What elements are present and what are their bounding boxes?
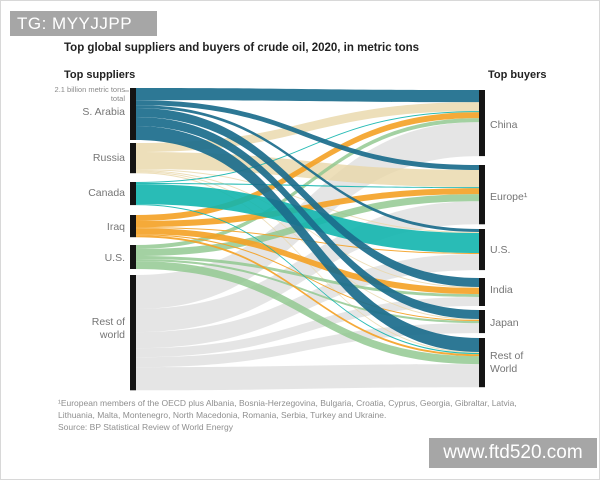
chart-source: Source: BP Statistical Review of World E… — [58, 422, 233, 432]
sankey-flow-canada-to-row_b — [136, 204, 479, 355]
buyer-label-india: India — [490, 284, 513, 296]
sankey-flow-s_arabia-to-china — [136, 88, 479, 103]
sankey-flow-row-to-us_b — [136, 254, 479, 349]
supplier-label-us: U.S. — [104, 252, 125, 264]
watermark-bottom-right: www.ftd520.com — [429, 438, 597, 468]
sankey-flow-iraq-to-europe — [136, 188, 479, 228]
sankey-node-supplier-row — [130, 275, 136, 391]
sankey-flow-us-to-china — [136, 118, 479, 249]
sankey-flow-us-to-india — [136, 256, 479, 297]
buyer-label-us: U.S. — [490, 244, 511, 256]
sankey-flow-russia-to-india — [136, 170, 479, 288]
sankey-node-supplier-canada — [130, 182, 136, 206]
sankey-node-buyer-china — [479, 90, 485, 157]
buyer-label-japan: Japan — [490, 317, 519, 329]
sankey-flow-s_arabia-to-india — [136, 108, 479, 287]
sankey-flow-iraq-to-japan — [136, 234, 479, 321]
sankey-flow-us-to-row_b — [136, 261, 479, 365]
sankey-node-supplier-russia — [130, 143, 136, 174]
sankey-node-buyer-europe — [479, 165, 485, 225]
sankey-flow-us-to-japan — [136, 259, 479, 324]
total-annotation: 2.1 billion metric tons total — [54, 85, 125, 104]
sankey-flow-iraq-to-india — [136, 228, 479, 295]
watermark-top-left: TG: MYYJJPP — [10, 11, 157, 36]
sankey-flow-canada-to-europe — [136, 183, 479, 189]
sankey-flow-iraq-to-row_b — [136, 235, 479, 357]
sankey-node-buyer-india — [479, 278, 485, 306]
sankey-flow-iraq-to-china — [136, 112, 479, 221]
supplier-label-iraq: Iraq — [106, 221, 125, 233]
supplier-label-canada: Canada — [88, 187, 125, 199]
supplier-label-s-arabia: S. Arabia — [82, 106, 125, 118]
buyer-label-europe: Europe¹ — [490, 191, 528, 203]
sankey-flow-canada-to-china — [136, 111, 479, 183]
sankey-node-buyer-japan — [479, 310, 485, 334]
sankey-flow-row-to-row_b — [136, 364, 479, 391]
suppliers-header: Top suppliers — [64, 69, 136, 81]
sankey-flow-s_arabia-to-europe — [136, 100, 479, 170]
sankey-flow-s_arabia-to-japan — [136, 117, 479, 319]
buyer-label-china: China — [490, 119, 518, 131]
sankey-node-supplier-us — [130, 245, 136, 269]
sankey-flow-s_arabia-to-us_b — [136, 105, 479, 232]
buyers-header: Top buyers — [488, 69, 547, 81]
supplier-label-russia: Russia — [92, 152, 125, 164]
sankey-flow-row-to-japan — [136, 323, 479, 368]
chart-footnote: ¹European members of the OECD plus Alban… — [58, 398, 517, 421]
sankey-node-buyer-us_b — [479, 229, 485, 271]
buyer-label-rest-of-world: Rest of World — [490, 350, 524, 376]
sankey-node-supplier-s_arabia — [130, 88, 136, 140]
sankey-flow-row-to-india — [136, 297, 479, 358]
sankey-flow-s_arabia-to-row_b — [136, 126, 479, 352]
sankey-node-buyer-row_b — [479, 338, 485, 388]
chart-title: Top global suppliers and buyers of crude… — [64, 42, 420, 54]
sankey-node-supplier-iraq — [130, 215, 136, 238]
supplier-label-rest-of-world: Rest of world — [91, 316, 125, 342]
